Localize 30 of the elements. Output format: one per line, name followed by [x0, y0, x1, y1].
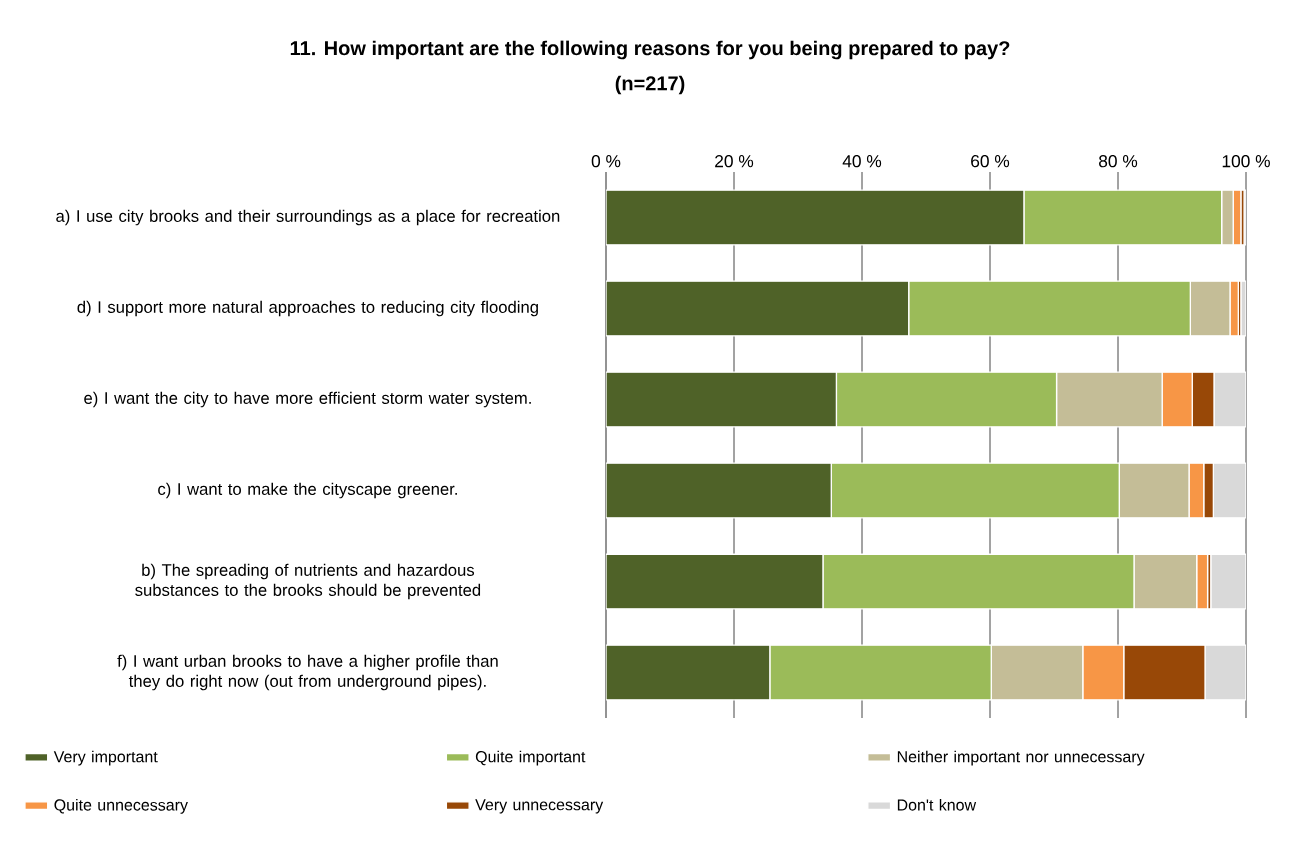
- legend-label: Quite unnecessary: [54, 798, 188, 814]
- x-tick-label: 100 %: [1222, 155, 1270, 168]
- bar: [606, 462, 832, 519]
- bar: [606, 553, 824, 610]
- legend-label: Very unnecessary: [475, 799, 604, 814]
- chart-title: 11. How important are the following reasons for you being prepared to pay?: [290, 40, 1010, 60]
- bar: [606, 280, 910, 337]
- y-tick-label: b) The spreading of nutrients and hazardous substances to the brooks should be prevented: [135, 563, 481, 600]
- bar: [1212, 462, 1247, 519]
- chart-subtitle: (n=217): [615, 75, 685, 95]
- bar: [606, 189, 1025, 246]
- legend-label: Don't know: [897, 798, 977, 811]
- bar: [606, 644, 771, 701]
- y-tick-label: d) I support more natural approaches to reducing city flooding: [77, 300, 538, 317]
- bar: [1210, 553, 1247, 610]
- y-tick-label: c) I want to make the cityscape greener.: [158, 482, 457, 499]
- legend-label: Very important: [53, 750, 158, 766]
- y-tick-label: e) I want the city to have more efficient storm water system.: [84, 391, 531, 408]
- y-tick-label: a) I use city brooks and their surroundings as a place for recreation: [56, 209, 560, 226]
- x-tick-label: 80 %: [1099, 155, 1138, 168]
- bar: [1204, 644, 1247, 701]
- legend-label: Neither important nor unnecessary: [897, 750, 1145, 766]
- bar: [1213, 371, 1247, 428]
- x-tick-label: 20 %: [715, 155, 754, 168]
- x-tick-label: 40 %: [842, 155, 882, 168]
- x-tick-label: 0 %: [591, 155, 621, 168]
- legend-label: Quite important: [475, 750, 586, 766]
- x-tick-label: 60 %: [971, 155, 1010, 168]
- bar: [606, 371, 838, 428]
- y-tick-label: f) I want urban brooks to have a higher profile than they do right now (out from underground pipes).: [117, 654, 498, 691]
